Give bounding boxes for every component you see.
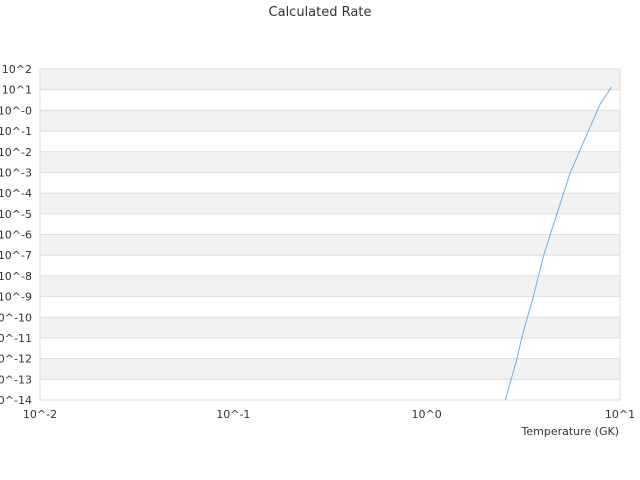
y-tick-label: 10^-5 [0,208,32,221]
grid-band [40,172,620,194]
series-line [504,86,613,401]
y-tick-label: 10^-4 [0,187,32,200]
x-axis-label: Temperature (GK) [521,425,620,438]
x-tick-label: 10^-2 [23,408,57,421]
y-tick-label: 10^-12 [0,353,32,366]
y-tick-label: 10^-9 [0,291,32,304]
x-tick-label: 10^0 [412,408,442,421]
grid-band [40,358,620,380]
grid-band [40,213,620,235]
y-tick-label: 10^-10 [0,311,32,324]
y-tick-label: 10^-6 [0,229,32,242]
grid-band [40,379,620,400]
grid-band [40,193,620,214]
grid-band [40,296,620,318]
grid-band [40,151,620,173]
y-tick-label: 10^-0 [0,104,32,117]
grid-band [40,275,620,297]
y-tick-label: 10^-3 [0,166,32,179]
grid-band [40,234,620,256]
x-tick-label: 10^1 [605,408,635,421]
y-tick-label: 10^-14 [0,394,32,407]
y-tick-label: 10^-13 [0,373,32,386]
grid-band [40,110,620,132]
grid-band [40,317,620,338]
grid-band [40,255,620,276]
grid-band [40,337,620,359]
y-tick-label: 10^1 [2,84,32,97]
y-tick-label: 10^-8 [0,270,32,283]
y-tick-label: 10^-2 [0,146,32,159]
x-tick-label: 10^-1 [216,408,250,421]
y-tick-label: 10^-7 [0,249,32,262]
grid-band [40,89,620,111]
grid-band [40,69,620,90]
y-tick-label: 10^-1 [0,125,32,138]
grid-band [40,131,620,152]
y-tick-label: 10^-11 [0,332,32,345]
y-tick-label: 10^2 [2,63,32,76]
chart-title: Calculated Rate [269,5,372,20]
